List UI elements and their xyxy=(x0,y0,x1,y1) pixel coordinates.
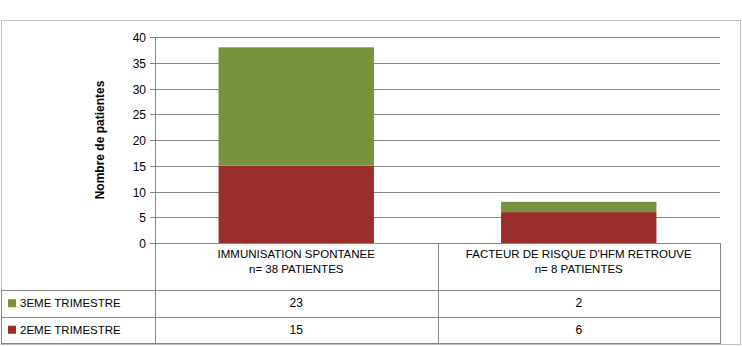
bar xyxy=(219,47,374,165)
chart-frame xyxy=(2,21,741,345)
tick-mark xyxy=(150,243,155,244)
legend-key xyxy=(8,299,16,307)
tick-label: 5 xyxy=(139,211,146,225)
y-axis-title: Nombre de patientes xyxy=(93,80,107,199)
chart: 0 5 10 15 20 25 30 35 40 Nombre de patientes IMMUN… xyxy=(0,0,742,346)
category-label: IMMUNISATION SPONTANEEn= 38 PATIENTES xyxy=(218,248,376,275)
table-value: 23 xyxy=(290,296,304,310)
tick-label: 25 xyxy=(133,108,147,122)
tick-mark xyxy=(150,89,155,90)
grid-line xyxy=(155,37,720,38)
bar xyxy=(219,166,374,243)
table-line xyxy=(2,343,721,344)
table-line xyxy=(438,243,439,345)
tick-label: 10 xyxy=(133,186,147,200)
table-line xyxy=(720,243,721,345)
tick-label: 15 xyxy=(133,160,147,174)
tick-mark xyxy=(150,63,155,64)
table-line xyxy=(2,290,721,291)
tick-mark xyxy=(150,217,155,218)
table-value: 15 xyxy=(290,323,304,337)
table-value: 6 xyxy=(575,323,582,337)
tick-mark xyxy=(150,37,155,38)
y-axis xyxy=(155,37,156,243)
tick-mark xyxy=(150,114,155,115)
tick-mark xyxy=(150,166,155,167)
bar xyxy=(501,212,656,243)
table-value: 2 xyxy=(575,296,582,310)
tick-mark xyxy=(150,192,155,193)
legend-key xyxy=(8,326,16,334)
tick-label: 35 xyxy=(133,57,147,71)
bars xyxy=(219,47,657,243)
tick-label: 40 xyxy=(133,31,147,45)
table-line xyxy=(1,290,2,345)
bar xyxy=(501,202,656,212)
table-line xyxy=(155,243,720,244)
table-line xyxy=(155,243,156,345)
tick-label: 0 xyxy=(139,237,146,251)
tick-label: 30 xyxy=(133,83,147,97)
table-line xyxy=(2,317,721,318)
grid-line xyxy=(155,243,720,244)
legend-label: 3EME TRIMESTRE xyxy=(20,297,121,309)
tick-label: 20 xyxy=(133,134,147,148)
tick-mark xyxy=(150,140,155,141)
category-label: FACTEUR DE RISQUE D'HFM RETROUVEn= 8 PAT… xyxy=(466,248,692,275)
legend-label: 2EME TRIMESTRE xyxy=(20,324,121,336)
